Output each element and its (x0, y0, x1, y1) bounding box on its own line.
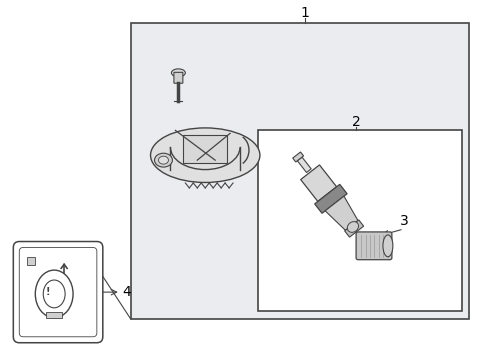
Ellipse shape (154, 153, 172, 167)
Ellipse shape (383, 235, 393, 257)
Bar (183, 135, 227, 163)
FancyBboxPatch shape (13, 242, 103, 343)
Ellipse shape (35, 270, 73, 318)
Polygon shape (325, 196, 358, 230)
Ellipse shape (347, 222, 359, 232)
Text: 4: 4 (122, 285, 131, 299)
Text: 2: 2 (352, 116, 361, 130)
Polygon shape (297, 157, 311, 172)
Bar (27, 257, 35, 265)
Text: 3: 3 (399, 214, 408, 228)
FancyBboxPatch shape (174, 72, 183, 83)
Polygon shape (315, 184, 347, 213)
Polygon shape (344, 220, 364, 237)
Bar (258, 130, 462, 311)
Polygon shape (293, 152, 304, 162)
Ellipse shape (158, 156, 169, 164)
FancyBboxPatch shape (19, 247, 97, 337)
Bar (131, 23, 469, 319)
Text: !: ! (46, 287, 50, 297)
Ellipse shape (150, 128, 260, 183)
FancyBboxPatch shape (356, 232, 392, 260)
Ellipse shape (172, 69, 185, 77)
Bar (46, 312, 62, 318)
Ellipse shape (43, 280, 65, 308)
Text: 1: 1 (300, 6, 309, 20)
Polygon shape (301, 165, 337, 202)
